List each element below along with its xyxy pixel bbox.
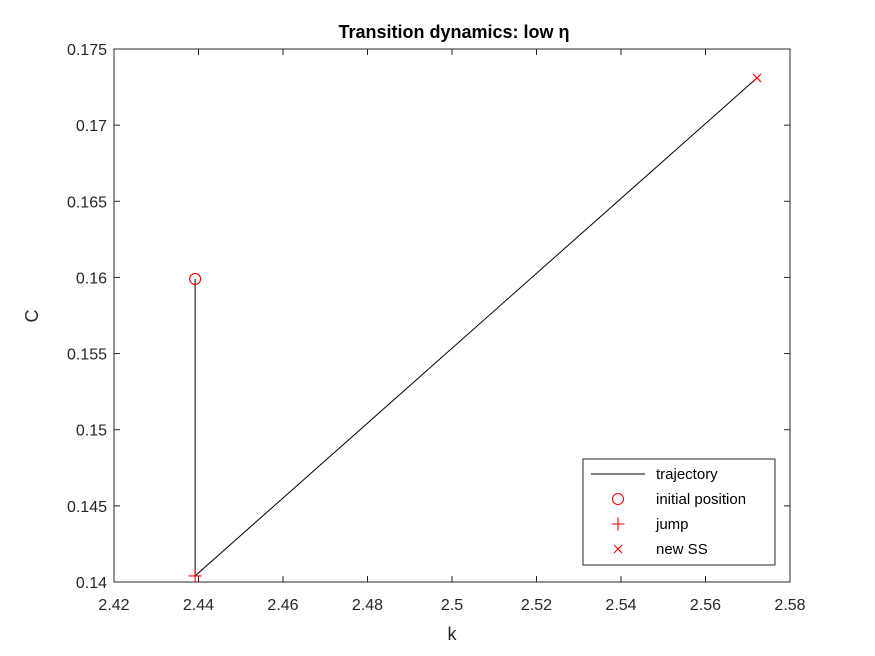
legend-label: jump — [655, 516, 689, 533]
y-tick-label: 0.165 — [67, 194, 107, 211]
x-tick-label: 2.42 — [98, 597, 129, 614]
x-tick-label: 2.46 — [267, 597, 298, 614]
legend-box — [582, 458, 776, 566]
x-tick-label: 2.5 — [441, 597, 463, 614]
initial-position-marker — [189, 272, 202, 286]
legend: trajectory initial position jump new SS — [582, 458, 776, 566]
y-tick-label: 0.17 — [76, 118, 107, 135]
y-tick-label: 0.175 — [67, 42, 107, 59]
x-tick-label: 2.54 — [605, 597, 636, 614]
legend-label: initial position — [656, 491, 746, 508]
x-axis-label: k — [448, 624, 458, 644]
legend-cross-swatch — [613, 544, 623, 554]
chart-title: Transition dynamics: low η — [338, 22, 569, 42]
x-tick-label: 2.44 — [183, 597, 214, 614]
y-tick-label: 0.15 — [76, 423, 107, 440]
plot-area — [188, 73, 762, 583]
legend-plus-swatch — [611, 517, 625, 531]
legend-label: trajectory — [656, 466, 718, 483]
y-tick-label: 0.155 — [67, 347, 107, 364]
legend-circle-swatch — [611, 492, 625, 506]
x-tick-label: 2.52 — [521, 597, 552, 614]
jump-marker — [188, 569, 202, 583]
axis-ticks: 2.42 2.44 2.46 2.48 2.5 2.52 2.54 2.56 2.58 0.14 0… — [67, 42, 806, 614]
new-SS-marker — [752, 73, 762, 83]
y-tick-label: 0.145 — [67, 499, 107, 516]
y-tick-label: 0.14 — [76, 575, 107, 592]
x-tick-label: 2.48 — [352, 597, 383, 614]
y-axis-label: C — [22, 310, 42, 323]
x-tick-label: 2.58 — [774, 597, 805, 614]
legend-label: new SS — [656, 541, 708, 558]
x-tick-label: 2.56 — [690, 597, 721, 614]
y-tick-label: 0.16 — [76, 270, 107, 287]
